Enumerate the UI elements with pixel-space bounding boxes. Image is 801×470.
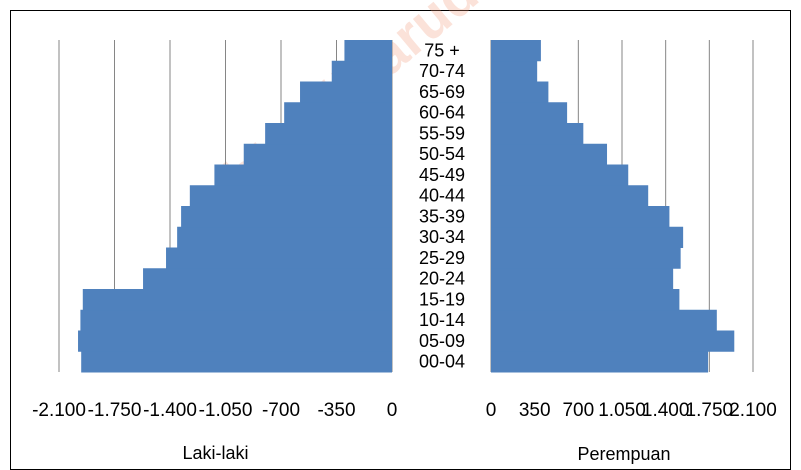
bar-laki-laki [181,206,392,228]
bar-laki-laki [284,102,392,124]
x-tick-label: 700 [562,400,594,421]
bar-perempuan [491,247,681,269]
bar-laki-laki [331,60,392,82]
x-tick-label: 2.100 [729,400,777,421]
bar-laki-laki [78,330,393,352]
bar-perempuan [491,40,541,62]
x-tick-label: -1.750 [88,400,142,421]
bar-laki-laki [177,226,392,248]
age-group-label: 00-04 [419,352,465,372]
x-tick-label: -1.400 [143,400,197,421]
bar-perempuan [491,330,735,352]
x-axis-title-perempuan: Perempuan [577,444,670,464]
bar-perempuan [491,123,584,145]
bar-laki-laki [143,268,392,290]
age-group-label: 65-69 [419,82,465,102]
age-group-label: 45-49 [419,165,465,185]
x-tick-label: 1.750 [686,400,734,421]
bar-laki-laki [344,40,392,62]
x-tick-label: 1.400 [642,400,690,421]
bar-laki-laki [166,247,392,269]
age-group-label: 15-19 [419,289,465,309]
bar-laki-laki [214,164,392,186]
x-axis-title-laki-laki: Laki-laki [182,443,248,463]
age-group-label: 25-29 [419,248,465,268]
bar-perempuan [491,102,568,124]
bar-laki-laki [82,289,393,311]
x-tick-label: -350 [317,400,355,421]
bar-perempuan [491,164,629,186]
age-group-label: 40-44 [419,186,465,206]
bar-perempuan [491,351,709,373]
age-group-label: 10-14 [419,310,465,330]
bar-laki-laki [81,351,392,373]
bar-laki-laki [300,81,392,103]
age-group-label: 30-34 [419,227,465,247]
bar-perempuan [491,81,549,103]
age-group-label: 20-24 [419,269,465,289]
x-tick-label: 1.050 [598,400,646,421]
bar-perempuan [491,309,717,331]
bar-laki-laki [243,143,392,165]
x-tick-label: -700 [262,400,300,421]
x-tick-label: -2.100 [32,400,86,421]
x-tick-label: 0 [387,400,398,421]
age-group-label: 60-64 [419,103,465,123]
age-group-label: 05-09 [419,331,465,351]
bar-perempuan [491,60,538,82]
bar-perempuan [491,185,649,207]
bar-laki-laki [80,309,393,331]
bar-perempuan [491,268,674,290]
bar-perempuan [491,289,680,311]
bar-perempuan [491,226,684,248]
age-group-label: 55-59 [419,123,465,143]
bar-laki-laki [189,185,392,207]
age-group-label: 75 + [424,40,460,60]
age-group-label: 35-39 [419,206,465,226]
bar-laki-laki [265,123,392,145]
x-tick-label: 0 [486,400,497,421]
age-group-label: 70-74 [419,61,465,81]
x-tick-label: -1.050 [199,400,253,421]
bar-perempuan [491,143,608,165]
x-tick-label: 350 [519,400,551,421]
bar-perempuan [491,206,670,228]
age-group-label: 50-54 [419,144,465,164]
